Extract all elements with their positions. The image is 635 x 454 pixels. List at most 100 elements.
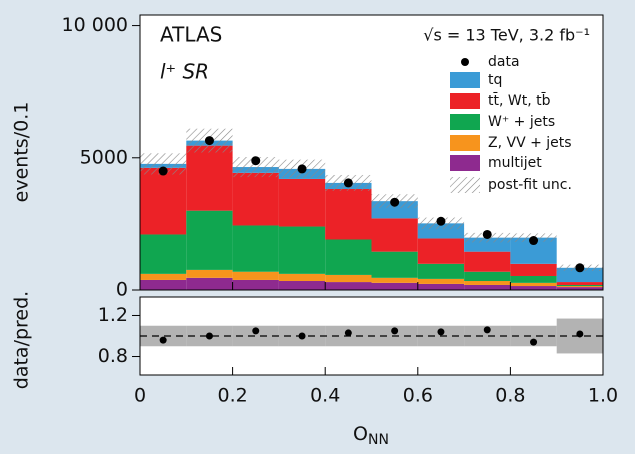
data-point — [251, 156, 261, 166]
x-axis-label: ONN — [353, 423, 389, 449]
legend-swatch — [450, 177, 480, 193]
region-label: l⁺ SR — [160, 60, 209, 84]
legend-label: W⁺ + jets — [488, 114, 555, 130]
stack-segment — [510, 286, 557, 290]
stack-segment — [278, 178, 326, 227]
ratio-band — [510, 325, 557, 347]
ratio-point — [298, 332, 306, 340]
x-tick-label: 1.0 — [588, 385, 618, 407]
legend-label: data — [488, 54, 520, 70]
stack-segment — [186, 269, 233, 278]
ratio-point — [391, 327, 399, 335]
legend-label: tq — [488, 72, 502, 88]
axis-frame — [139, 296, 604, 376]
stack-segment — [140, 234, 187, 274]
data-point — [575, 263, 585, 273]
data-point — [390, 197, 400, 207]
uncertainty-band — [232, 156, 279, 178]
axis-frame — [139, 14, 604, 291]
ratio-y-tick-label: 0.8 — [98, 345, 128, 367]
x-tick-label: 0 — [134, 385, 146, 407]
ratio-point — [530, 338, 538, 346]
stack-segment — [140, 273, 187, 280]
ratio-y-tick-label: 1.2 — [98, 304, 128, 326]
stack-segment — [417, 283, 465, 290]
x-label-main: O — [353, 423, 368, 445]
stack-segment — [510, 282, 557, 287]
stack-segment — [232, 225, 279, 272]
stack-segment — [371, 251, 418, 278]
x-tick-label: 0.2 — [217, 385, 247, 407]
data-point — [436, 216, 446, 226]
y-tick-label: 10 000 — [62, 14, 128, 36]
x-label-sub: NN — [368, 432, 389, 448]
ratio-y-label: data/pred. — [11, 291, 33, 389]
x-tick-label: 0.8 — [495, 385, 525, 407]
stack-segment — [556, 287, 603, 290]
stack-segment — [278, 226, 326, 274]
legend-marker — [461, 58, 469, 66]
legend-label: post-fit unc. — [488, 177, 572, 193]
stack-segment — [325, 188, 372, 240]
stack-segment — [232, 172, 279, 226]
stack-segment — [186, 277, 233, 290]
legend-swatch — [450, 114, 480, 130]
energy-label: √s = 13 TeV, 3.2 fb⁻¹ — [423, 26, 590, 45]
x-tick-label: 0.6 — [403, 385, 433, 407]
legend-swatch — [450, 155, 480, 171]
ratio-band — [140, 325, 187, 347]
legend-swatch — [450, 93, 480, 109]
stack-segment — [417, 278, 465, 284]
stack-segment — [232, 279, 279, 290]
stack-segment — [140, 279, 187, 290]
y-tick-label: 0 — [116, 279, 128, 301]
data-point — [482, 229, 492, 239]
ratio-band — [232, 325, 279, 347]
stack-segment — [371, 282, 418, 290]
stack-segment — [556, 282, 603, 285]
legend-label: Z, VV + jets — [488, 135, 572, 151]
data-point — [529, 236, 539, 246]
experiment-label: ATLAS — [160, 23, 222, 47]
stack-segment — [556, 267, 603, 283]
ratio-point — [576, 330, 584, 338]
y-tick-label: 5000 — [80, 146, 128, 168]
stack-segment — [556, 286, 603, 288]
data-point — [204, 136, 214, 146]
stack-segment — [464, 271, 511, 282]
stack-segment — [325, 239, 372, 275]
stack-segment — [464, 251, 511, 272]
ratio-point — [205, 332, 213, 340]
ratio-point — [252, 327, 260, 335]
stack-segment — [556, 284, 603, 287]
stack-segment — [325, 274, 372, 283]
data-point — [297, 164, 307, 174]
stack-segment — [186, 210, 233, 270]
stack-segment — [371, 277, 418, 283]
stack-segment — [278, 273, 326, 282]
stack-segment — [325, 282, 372, 290]
ratio-point — [483, 326, 491, 334]
legend-label: multijet — [488, 155, 542, 171]
stack-segment — [417, 238, 465, 264]
stack-segment — [140, 167, 187, 235]
stack-segment — [417, 263, 465, 279]
legend-swatch — [450, 135, 480, 151]
ratio-band — [464, 325, 511, 347]
legend-swatch — [450, 72, 480, 88]
stack-segment — [464, 281, 511, 285]
uncertainty-band — [140, 153, 187, 175]
stack-segment — [371, 218, 418, 252]
data-point — [158, 166, 168, 176]
stack-segment — [186, 145, 233, 211]
stack-segment — [510, 275, 557, 283]
data-point — [343, 178, 353, 188]
legend-label: tt̄, Wt, tb̄ — [488, 91, 551, 109]
ratio-point — [437, 328, 445, 336]
stack-segment — [278, 281, 326, 290]
stack-segment — [510, 263, 557, 276]
stack-segment — [232, 271, 279, 280]
ratio-point — [344, 329, 352, 337]
stack-segment — [464, 284, 511, 290]
